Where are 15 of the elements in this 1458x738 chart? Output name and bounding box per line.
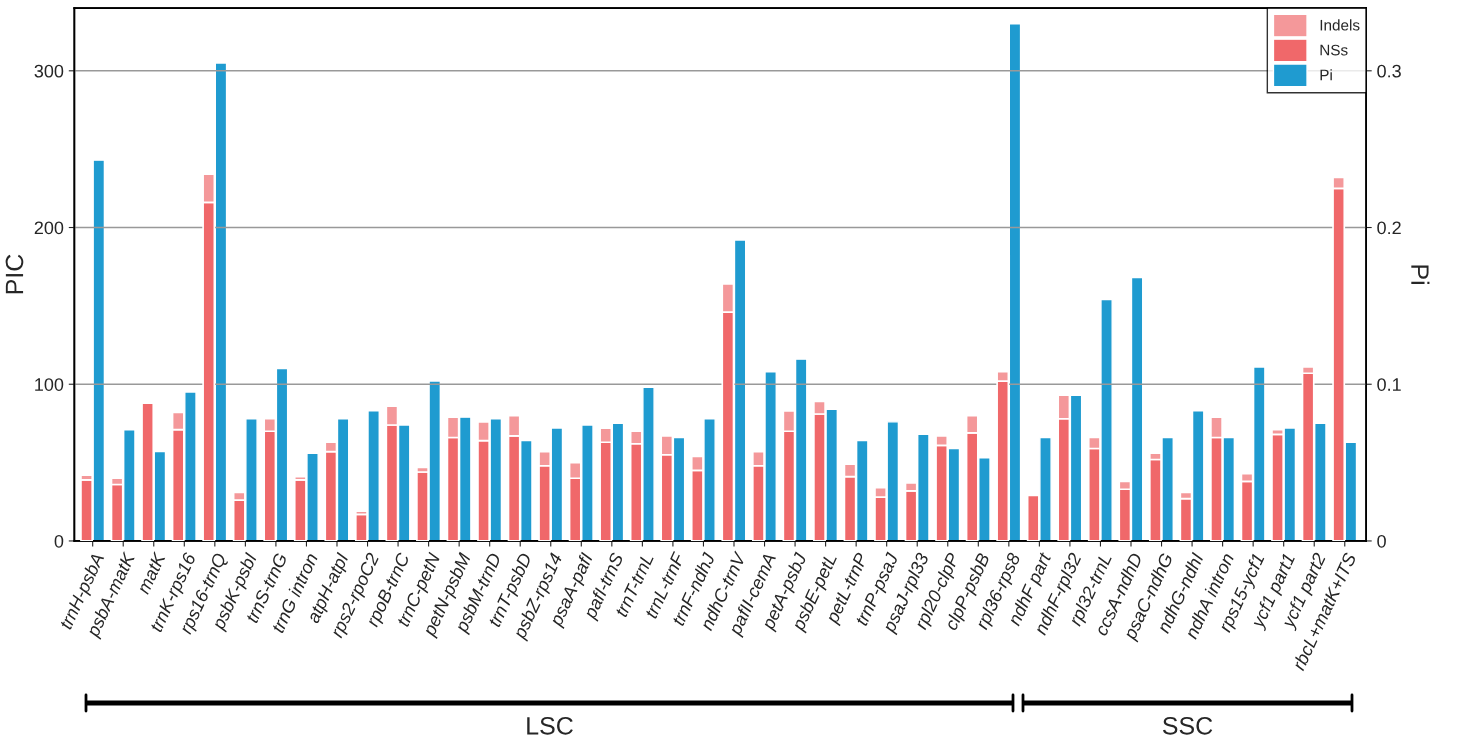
legend-label: Indels <box>1320 19 1360 31</box>
y2-tick-label: 0.3 <box>1377 64 1401 78</box>
text: SSC <box>1162 716 1213 735</box>
legend-label: NSs <box>1320 44 1348 56</box>
y-tick-label: 0 <box>54 534 64 548</box>
y2-tick-label: 0.1 <box>1377 378 1401 391</box>
text: LSC <box>527 716 573 735</box>
y-tick-label: 200 <box>34 221 64 235</box>
y2-tick-label: 0 <box>1377 534 1386 548</box>
y-axis-title: PIC <box>5 254 24 294</box>
y-tick-label: 300 <box>34 64 64 78</box>
y2-tick-label: 0.2 <box>1377 221 1401 235</box>
y-tick-label: 100 <box>35 378 64 391</box>
y2-axis-title: Pi <box>1411 265 1430 284</box>
legend-label: Pi <box>1320 69 1332 81</box>
